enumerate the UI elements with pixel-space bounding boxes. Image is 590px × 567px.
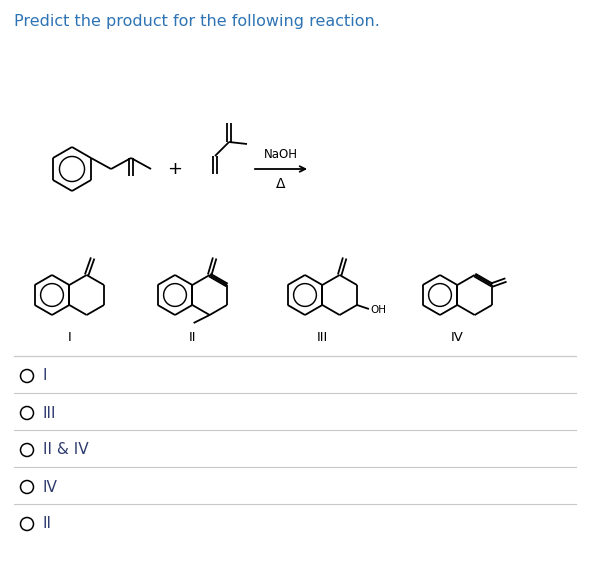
Text: Predict the product for the following reaction.: Predict the product for the following re…: [14, 14, 380, 29]
Text: III: III: [317, 331, 328, 344]
Text: Δ: Δ: [276, 177, 286, 191]
Text: II: II: [43, 517, 52, 531]
Text: II & IV: II & IV: [43, 442, 88, 458]
Text: IV: IV: [451, 331, 464, 344]
Text: +: +: [168, 160, 182, 178]
Text: IV: IV: [43, 480, 58, 494]
Text: I: I: [67, 331, 71, 344]
Text: NaOH: NaOH: [264, 148, 298, 161]
Text: OH: OH: [370, 305, 386, 315]
Text: I: I: [43, 369, 48, 383]
Text: III: III: [43, 405, 57, 421]
Text: II: II: [189, 331, 196, 344]
